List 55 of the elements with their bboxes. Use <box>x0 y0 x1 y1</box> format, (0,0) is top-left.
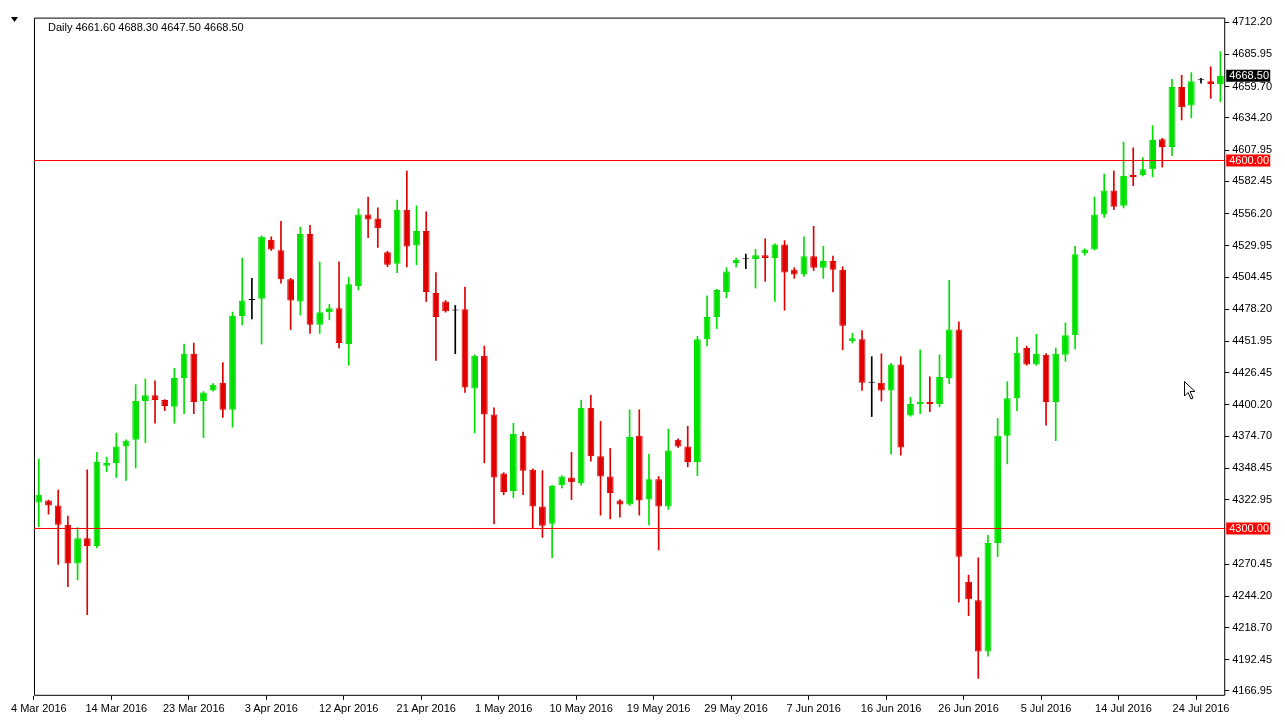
y-tick-label: 4270.45 <box>1232 557 1272 570</box>
y-tick-label: 4504.45 <box>1232 270 1272 283</box>
candlestick <box>606 448 614 520</box>
y-tick-label: 4322.95 <box>1232 492 1272 505</box>
candlestick <box>916 349 924 414</box>
x-tick-label: 10 May 2016 <box>549 702 613 715</box>
x-tick-label: 26 Jun 2016 <box>938 702 999 715</box>
candlestick <box>151 380 159 424</box>
y-tick-label: 4659.70 <box>1232 79 1272 92</box>
candlestick <box>83 469 91 615</box>
y-tick-label: 4607.95 <box>1232 143 1272 156</box>
x-tick-label: 24 Jul 2016 <box>1172 702 1230 715</box>
x-tick-label: 7 Jun 2016 <box>786 702 841 715</box>
y-tick-label: 4634.20 <box>1232 110 1272 123</box>
candlestick <box>35 458 43 527</box>
candlestick <box>374 207 382 248</box>
candlestick <box>761 238 769 282</box>
y-tick-label: 4192.45 <box>1232 652 1272 665</box>
y-tick-label: 4166.95 <box>1232 683 1272 696</box>
x-tick-label: 23 Mar 2016 <box>162 702 225 715</box>
x-tick-label: 29 May 2016 <box>704 702 768 715</box>
candlestick <box>1207 66 1215 99</box>
x-tick-label: 16 Jun 2016 <box>860 702 922 715</box>
x-tick-label: 5 Jul 2016 <box>1020 702 1072 715</box>
y-tick-label: 4426.45 <box>1232 365 1272 378</box>
y-tick-label: 4400.20 <box>1232 397 1272 410</box>
y-tick-label: 4451.95 <box>1232 334 1272 347</box>
y-tick-label: 4685.95 <box>1232 47 1272 60</box>
x-tick-label: 1 May 2016 <box>474 702 533 715</box>
y-tick-label: 4556.20 <box>1232 206 1272 219</box>
candlestick <box>238 257 246 326</box>
chart-title: Daily 4661.60 4688.30 4647.50 4668.50 <box>47 20 244 33</box>
y-tick-label: 4348.45 <box>1232 461 1272 474</box>
y-tick-label: 4582.45 <box>1232 174 1272 187</box>
x-tick-label: 19 May 2016 <box>626 702 691 715</box>
x-tick-label: 3 Apr 2016 <box>244 702 298 715</box>
y-tick-label: 4244.20 <box>1232 589 1272 602</box>
ref-line-label: 4600.00 <box>1229 153 1269 166</box>
y-tick-label: 4218.70 <box>1232 620 1272 633</box>
candlestick <box>819 246 827 279</box>
y-tick-label: 4374.70 <box>1232 429 1272 442</box>
x-tick-label: 14 Mar 2016 <box>85 702 148 715</box>
candlestick <box>1129 147 1137 186</box>
text: 4668.50 <box>1229 68 1269 81</box>
x-tick-label: 14 Jul 2016 <box>1095 702 1152 715</box>
ref-line-label: 4300.00 <box>1229 521 1269 534</box>
x-tick-label: 21 Apr 2016 <box>396 702 456 715</box>
candlestick <box>926 376 934 413</box>
candlestick <box>316 261 324 334</box>
y-tick-label: 4478.20 <box>1232 302 1272 315</box>
x-tick-label: 12 Apr 2016 <box>319 702 379 715</box>
x-tick-label: 4 Mar 2016 <box>10 702 67 715</box>
candlestick <box>771 243 779 302</box>
y-tick-label: 4712.20 <box>1232 15 1272 28</box>
y-tick-label: 4529.95 <box>1232 238 1272 251</box>
